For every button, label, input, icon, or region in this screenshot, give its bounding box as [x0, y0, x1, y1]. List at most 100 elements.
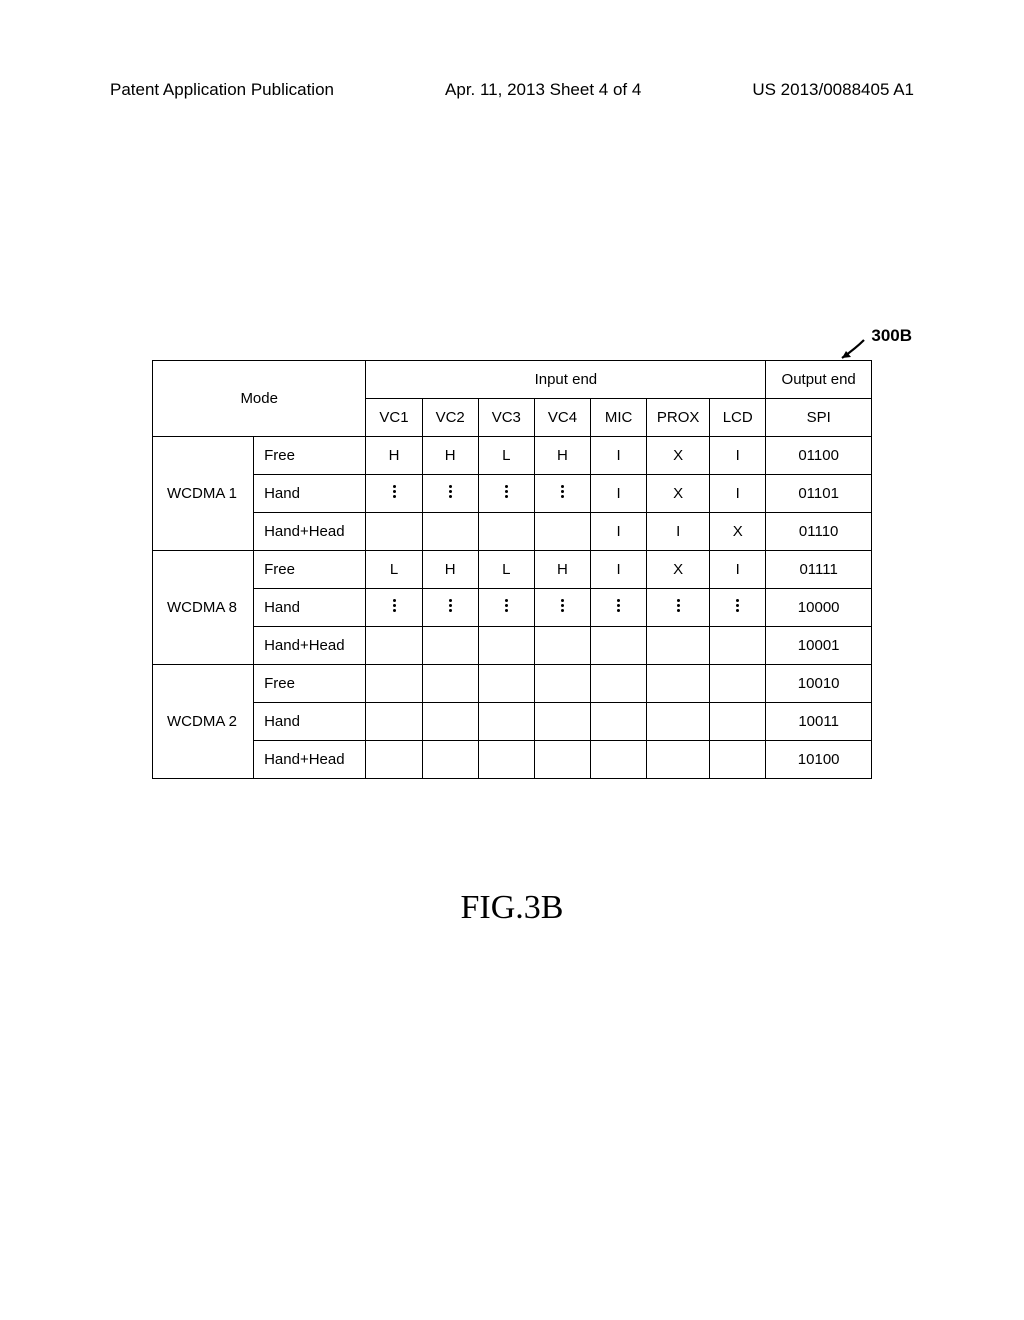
col-spi: SPI — [766, 399, 872, 437]
cell-vc2 — [422, 703, 478, 741]
cell-spi: 10011 — [766, 703, 872, 741]
cell-vc1 — [366, 513, 422, 551]
cell-mic — [591, 741, 647, 779]
figure-caption: FIG.3B — [110, 889, 914, 927]
cell-spi: 10010 — [766, 665, 872, 703]
cell-vc1 — [366, 475, 422, 513]
cell-vc4 — [534, 513, 590, 551]
cell-vc4: H — [534, 551, 590, 589]
cell-vc2: H — [422, 437, 478, 475]
header-mid: Apr. 11, 2013 Sheet 4 of 4 — [445, 80, 641, 100]
table-row: Hand 10000 — [153, 589, 872, 627]
cell-vc3: L — [478, 437, 534, 475]
cell-vc1: L — [366, 551, 422, 589]
table-row: Hand+HeadIIX01110 — [153, 513, 872, 551]
cell-mic — [591, 703, 647, 741]
cell-lcd — [710, 589, 766, 627]
cell-vc2 — [422, 741, 478, 779]
row-label: Free — [254, 437, 366, 475]
table-row: Hand+Head10001 — [153, 627, 872, 665]
cell-vc3 — [478, 665, 534, 703]
col-mode: Mode — [153, 361, 366, 437]
cell-spi: 01110 — [766, 513, 872, 551]
cell-mic — [591, 627, 647, 665]
cell-spi: 01101 — [766, 475, 872, 513]
row-label: Hand+Head — [254, 513, 366, 551]
header-left: Patent Application Publication — [110, 80, 334, 100]
col-vc4: VC4 — [534, 399, 590, 437]
cell-spi: 10100 — [766, 741, 872, 779]
table-row: Hand 10011 — [153, 703, 872, 741]
figure-table-wrap: 300B Mode Input end Output end VC1 — [152, 360, 872, 779]
group-label: WCDMA 2 — [153, 665, 254, 779]
arrow-icon — [834, 338, 868, 360]
cell-spi: 10000 — [766, 589, 872, 627]
cell-vc1 — [366, 627, 422, 665]
cell-prox — [647, 703, 710, 741]
group-label: WCDMA 8 — [153, 551, 254, 665]
cell-prox — [647, 665, 710, 703]
cell-vc3 — [478, 475, 534, 513]
cell-prox — [647, 589, 710, 627]
cell-prox: X — [647, 475, 710, 513]
cell-lcd — [710, 741, 766, 779]
cell-spi: 01111 — [766, 551, 872, 589]
page: Patent Application Publication Apr. 11, … — [0, 0, 1024, 1320]
cell-vc3 — [478, 627, 534, 665]
col-vc3: VC3 — [478, 399, 534, 437]
header-row-1: Mode Input end Output end — [153, 361, 872, 399]
cell-vc2 — [422, 589, 478, 627]
cell-vc1 — [366, 665, 422, 703]
col-mic: MIC — [591, 399, 647, 437]
cell-vc4 — [534, 665, 590, 703]
cell-vc4: H — [534, 437, 590, 475]
header-right: US 2013/0088405 A1 — [752, 80, 914, 100]
row-label: Hand — [254, 589, 366, 627]
cell-lcd: I — [710, 437, 766, 475]
group-label: WCDMA 1 — [153, 437, 254, 551]
col-lcd: LCD — [710, 399, 766, 437]
cell-lcd — [710, 665, 766, 703]
cell-lcd: I — [710, 551, 766, 589]
cell-vc2 — [422, 665, 478, 703]
table-row: Hand+Head 10100 — [153, 741, 872, 779]
cell-prox: I — [647, 513, 710, 551]
cell-vc2: H — [422, 551, 478, 589]
cell-vc2 — [422, 513, 478, 551]
cell-vc1: H — [366, 437, 422, 475]
table-row: WCDMA 2Free10010 — [153, 665, 872, 703]
cell-vc3 — [478, 513, 534, 551]
col-input-end: Input end — [366, 361, 766, 399]
cell-vc3 — [478, 589, 534, 627]
row-label: Free — [254, 665, 366, 703]
cell-prox: X — [647, 437, 710, 475]
cell-vc4 — [534, 741, 590, 779]
cell-vc1 — [366, 741, 422, 779]
figure-ref-label: 300B — [871, 326, 912, 346]
row-label: Free — [254, 551, 366, 589]
page-header: Patent Application Publication Apr. 11, … — [110, 80, 914, 100]
table-row: HandIXI01101 — [153, 475, 872, 513]
table-row: WCDMA 1FreeHHLHIXI01100 — [153, 437, 872, 475]
cell-vc1 — [366, 703, 422, 741]
col-prox: PROX — [647, 399, 710, 437]
cell-lcd: X — [710, 513, 766, 551]
cell-vc4 — [534, 475, 590, 513]
row-label: Hand+Head — [254, 741, 366, 779]
table-row: WCDMA 8FreeLHLHIXI01111 — [153, 551, 872, 589]
cell-prox — [647, 627, 710, 665]
cell-mic: I — [591, 513, 647, 551]
cell-spi: 10001 — [766, 627, 872, 665]
cell-vc4 — [534, 589, 590, 627]
cell-vc4 — [534, 703, 590, 741]
data-table: Mode Input end Output end VC1 VC2 VC3 VC… — [152, 360, 872, 779]
cell-mic — [591, 589, 647, 627]
col-output-end: Output end — [766, 361, 872, 399]
cell-vc4 — [534, 627, 590, 665]
cell-lcd — [710, 627, 766, 665]
cell-prox: X — [647, 551, 710, 589]
cell-prox — [647, 741, 710, 779]
row-label: Hand — [254, 703, 366, 741]
cell-mic: I — [591, 437, 647, 475]
cell-vc3: L — [478, 551, 534, 589]
